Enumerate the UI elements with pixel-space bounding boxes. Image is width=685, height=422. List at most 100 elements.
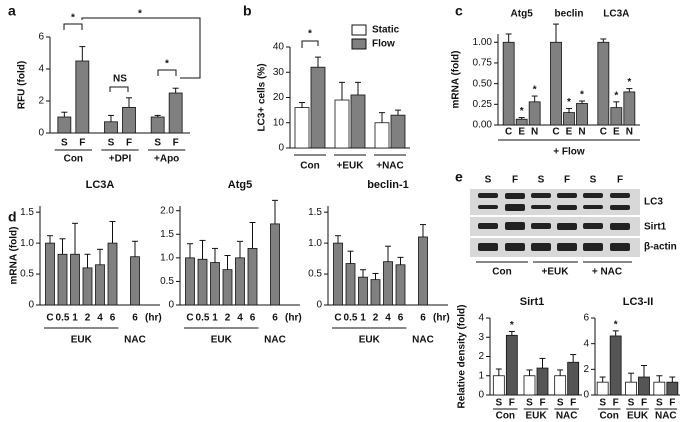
annotation: * (580, 90, 584, 101)
y-tick-label: 20 (273, 92, 285, 103)
band (478, 193, 498, 198)
band (610, 193, 630, 198)
group-label: EUK (211, 335, 233, 346)
y-tick-label: 2 (38, 96, 44, 107)
band (557, 243, 577, 251)
category-label: 0.5 (344, 313, 358, 324)
y-tick-label: 1.0 (20, 238, 34, 249)
bar (57, 253, 68, 306)
bar (653, 381, 666, 396)
bar (150, 116, 165, 134)
band (610, 223, 630, 230)
bar (383, 261, 393, 306)
annotation: * (138, 9, 142, 20)
bar-label: N (626, 127, 633, 138)
y-tick-label: 6 (38, 32, 44, 43)
category-label: NAC (556, 411, 578, 422)
y-tick-label: 4 (38, 64, 44, 75)
bar (625, 381, 637, 396)
category-label: 0.5 (56, 313, 70, 324)
band (557, 193, 577, 198)
category-label: 4 (385, 313, 391, 324)
bar (197, 258, 208, 306)
category-label: Atg5 (511, 9, 534, 20)
category-label: +Apo (154, 154, 179, 165)
y-tick-label: 0.5 (20, 269, 34, 280)
category-label: NAC (655, 411, 677, 422)
annotation: * (510, 320, 514, 331)
bar (122, 107, 136, 134)
bar (130, 256, 140, 306)
significance-bracket (63, 23, 83, 30)
annotation: * (567, 97, 571, 108)
bar (492, 375, 505, 396)
annotation: * (308, 29, 312, 40)
category-label: Con (300, 161, 319, 172)
bar (596, 381, 609, 396)
bar (107, 242, 118, 306)
category-label: 2 (373, 313, 379, 324)
band (610, 243, 630, 251)
bar (95, 264, 105, 306)
y-tick-label: 1.5 (160, 229, 174, 240)
category-label: 6 (132, 313, 138, 324)
chart-title: Sirt1 (520, 296, 544, 308)
band (478, 223, 498, 229)
bar (45, 242, 55, 306)
y-axis-label: LC3+ cells (%) (257, 63, 268, 131)
category-label: 6 (272, 313, 278, 324)
significance-bracket (301, 40, 319, 48)
category-label: +EUK (337, 161, 365, 172)
group-label: Con (492, 267, 511, 278)
category-label: C (334, 313, 341, 324)
y-tick-label: 0 (316, 300, 322, 311)
bar-label: S (628, 398, 635, 409)
group-label: + NAC (592, 267, 622, 278)
band-label: LC3 (644, 197, 663, 208)
band (478, 205, 498, 209)
panel-letter: e (455, 169, 463, 185)
band-label: Sirt1 (644, 222, 667, 233)
panel-letter: c (455, 3, 463, 19)
y-tick-label: 1 (478, 370, 484, 381)
chart-title: Atg5 (228, 179, 252, 191)
category-label: 2 (225, 313, 231, 324)
y-tick-label: 0 (38, 128, 44, 139)
chart-title: LC3A (86, 179, 115, 191)
bar-label: F (570, 398, 576, 409)
band (557, 223, 577, 230)
group-label: +EUK (542, 267, 570, 278)
y-tick-label: 4 (478, 313, 484, 324)
category-label: +DPI (109, 154, 132, 165)
bar (563, 112, 575, 126)
bar (502, 41, 515, 126)
group-label: NAC (264, 335, 286, 346)
y-tick-label: 10 (273, 117, 285, 128)
y-tick-label: 6 (583, 313, 589, 324)
group-label: NAC (124, 335, 146, 346)
y-tick-label: 2 (478, 351, 484, 362)
y-tick-label: 1.0 (160, 252, 174, 263)
category-label: 1 (212, 313, 218, 324)
band (583, 243, 603, 251)
bar (666, 381, 679, 396)
band (557, 205, 577, 210)
category-label: 2 (85, 313, 91, 324)
bar (104, 121, 118, 134)
group-label: EUK (359, 335, 381, 346)
blot-bands (478, 193, 630, 251)
lane-label: S (485, 175, 492, 186)
annotation: * (533, 85, 537, 96)
category-label: C (46, 313, 53, 324)
legend-swatch (351, 38, 367, 50)
bar (536, 367, 549, 396)
category-label: EUK (627, 411, 649, 422)
bar (390, 114, 406, 149)
bar-label: C (505, 127, 512, 138)
bar-label: S (154, 138, 161, 149)
footer-label: + Flow (553, 147, 585, 158)
category-label: beclin (555, 9, 584, 20)
bar (418, 236, 428, 306)
y-tick-label: 0.5 (160, 276, 174, 287)
